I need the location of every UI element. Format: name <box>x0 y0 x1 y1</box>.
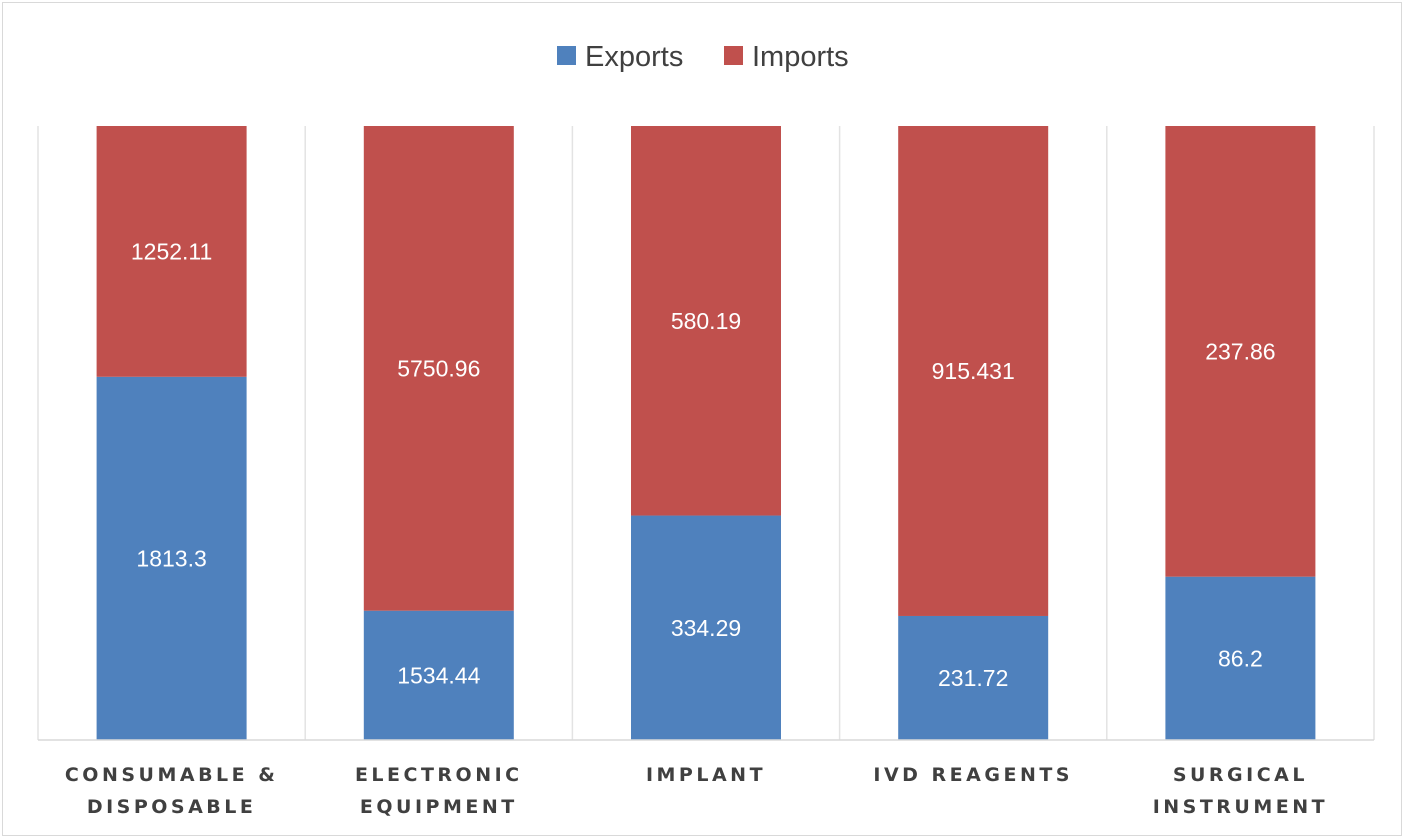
category-label: IMPLANT <box>646 764 766 786</box>
data-label-exports: 231.72 <box>938 665 1008 691</box>
legend-label-imports: Imports <box>752 41 849 73</box>
data-label-exports: 1534.44 <box>397 662 480 688</box>
category-label: DISPOSABLE <box>87 796 257 818</box>
data-labels: 1813.3 1252.11 1534.44 5750.96 334.29 580.19 2… <box>131 238 1276 691</box>
category-label: CONSUMABLE & <box>65 764 278 786</box>
data-label-imports: 1252.11 <box>131 238 212 264</box>
category-label: INSTRUMENT <box>1153 796 1328 818</box>
data-label-imports: 237.86 <box>1205 338 1275 364</box>
legend-swatch-imports <box>724 46 743 65</box>
category-label: ELECTRONIC <box>355 764 523 786</box>
bar-imports <box>96 126 247 377</box>
bar-imports <box>363 126 514 611</box>
legend-label-exports: Exports <box>585 41 683 73</box>
bar-exports <box>363 610 514 740</box>
bar-imports <box>631 126 781 516</box>
bar-imports <box>1165 126 1316 577</box>
data-label-imports: 5750.96 <box>397 355 480 381</box>
data-label-exports: 86.2 <box>1218 645 1263 671</box>
bars <box>96 126 1316 740</box>
category-label: IVD REAGENTS <box>873 764 1073 786</box>
bar-exports <box>631 515 781 740</box>
legend: Exports Imports <box>557 41 849 73</box>
legend-swatch-exports <box>557 46 576 65</box>
data-label-exports: 1813.3 <box>136 545 206 571</box>
data-label-imports: 915.431 <box>932 358 1015 384</box>
category-label: EQUIPMENT <box>360 796 518 818</box>
bar-exports <box>898 615 1049 740</box>
category-label: SURGICAL <box>1173 764 1308 786</box>
bar-exports <box>1165 576 1316 740</box>
data-label-imports: 580.19 <box>671 308 741 334</box>
bar-exports <box>96 376 247 740</box>
gridlines <box>37 126 1375 740</box>
bar-imports <box>898 126 1049 616</box>
data-label-exports: 334.29 <box>671 615 741 641</box>
category-labels: CONSUMABLE & DISPOSABLE ELECTRONIC EQUIPMEN… <box>65 764 1328 818</box>
